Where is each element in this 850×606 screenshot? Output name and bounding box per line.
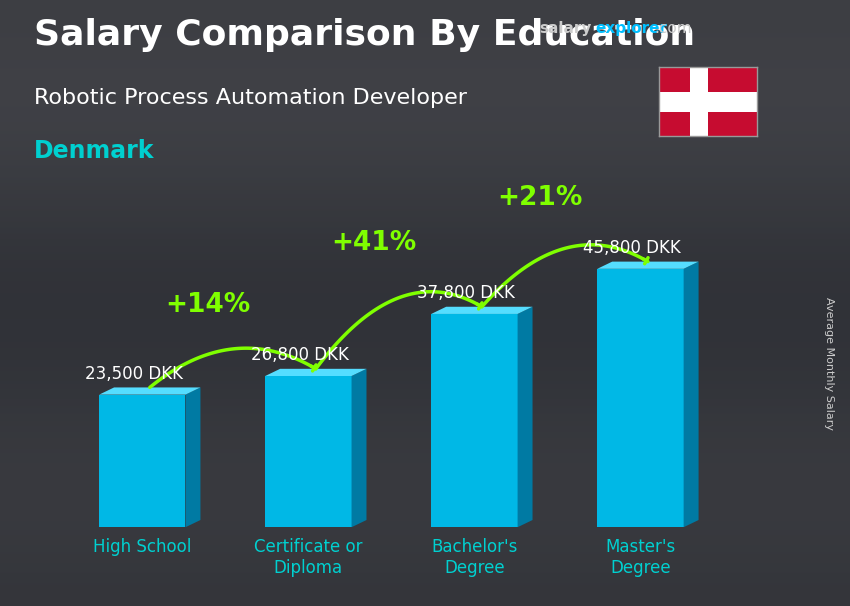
Bar [659, 93, 756, 112]
Text: +21%: +21% [497, 185, 583, 211]
Text: explorer: explorer [595, 21, 667, 36]
Text: Salary Comparison By Education: Salary Comparison By Education [34, 18, 695, 52]
Polygon shape [598, 262, 699, 269]
Bar [99, 395, 185, 527]
Text: +14%: +14% [165, 292, 251, 318]
Text: 26,800 DKK: 26,800 DKK [251, 346, 349, 364]
Text: Denmark: Denmark [34, 139, 155, 164]
Text: .com: .com [654, 21, 692, 36]
Text: salary: salary [540, 21, 592, 36]
Text: 23,500 DKK: 23,500 DKK [85, 365, 183, 382]
Bar [265, 376, 352, 527]
Bar [690, 67, 707, 136]
Text: 45,800 DKK: 45,800 DKK [583, 239, 681, 257]
Polygon shape [518, 307, 533, 527]
Polygon shape [265, 369, 366, 376]
Bar [431, 314, 518, 527]
Polygon shape [352, 369, 366, 527]
Polygon shape [431, 307, 533, 314]
Text: +41%: +41% [332, 230, 416, 256]
Polygon shape [99, 387, 201, 395]
Polygon shape [683, 262, 699, 527]
Polygon shape [185, 387, 201, 527]
Bar [598, 269, 683, 527]
Text: 37,800 DKK: 37,800 DKK [417, 284, 515, 302]
Text: Robotic Process Automation Developer: Robotic Process Automation Developer [34, 88, 467, 108]
Text: Average Monthly Salary: Average Monthly Salary [824, 297, 834, 430]
